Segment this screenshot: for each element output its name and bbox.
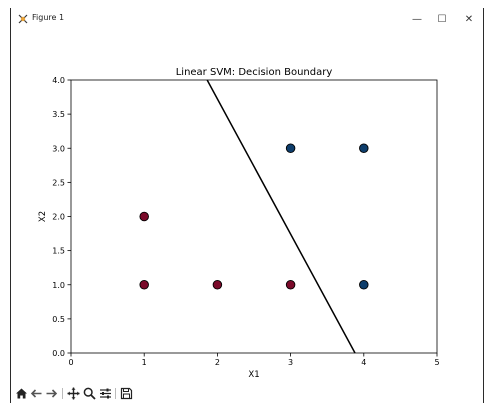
forward-button[interactable] <box>44 386 59 401</box>
y-tick-label: 3.5 <box>52 110 65 119</box>
figure-canvas[interactable]: Linear SVM: Decision Boundary X1 X2 0 1 2 3… <box>11 30 483 383</box>
toolbar-separator <box>62 388 63 399</box>
close-icon: ✕ <box>464 13 474 25</box>
positive-data-point <box>359 143 369 153</box>
positive-data-point <box>359 279 369 290</box>
y-tick-label: 3.0 <box>52 144 65 153</box>
negative-data-point <box>212 279 223 290</box>
close-button[interactable]: ✕ <box>459 11 479 27</box>
home-button[interactable] <box>14 386 29 401</box>
matplotlib-icon <box>18 14 28 24</box>
decision-boundary-group <box>206 79 356 354</box>
save-icon <box>120 387 133 400</box>
zoom-button[interactable] <box>82 386 97 401</box>
y-axis-ticks: 0.0 0.5 1.0 1.5 2.0 2.5 3.0 3.5 4.0 <box>52 76 71 358</box>
y-tick-label: 1.0 <box>52 281 65 290</box>
data-points <box>139 143 369 290</box>
y-tick-label: 1.5 <box>52 247 65 256</box>
forward-icon <box>46 389 58 398</box>
y-tick-label: 2.0 <box>52 213 65 222</box>
axes-frame <box>70 79 438 354</box>
y-axis-label: X2 <box>38 211 48 222</box>
negative-data-point <box>139 279 149 290</box>
x-tick-label: 3 <box>288 358 293 367</box>
y-tick-label: 2.5 <box>52 178 65 187</box>
save-button[interactable] <box>119 386 134 401</box>
pan-button[interactable] <box>66 386 81 401</box>
x-tick-label: 0 <box>68 358 73 367</box>
negative-data-point <box>139 211 149 222</box>
configure-subplots-button[interactable] <box>98 386 113 401</box>
positive-data-point <box>285 143 296 153</box>
pan-icon <box>67 387 80 400</box>
y-tick-label: 0.0 <box>52 349 65 358</box>
x-tick-label: 2 <box>215 358 220 367</box>
figure-window: Figure 1 — ☐ ✕ Linear SVM: Decision Boun… <box>10 8 484 403</box>
decision-boundary-line <box>206 79 356 354</box>
chart: Linear SVM: Decision Boundary X1 X2 0 1 2 3… <box>38 67 440 380</box>
x-tick-label: 1 <box>142 358 147 367</box>
negative-data-point <box>285 279 296 290</box>
y-tick-label: 4.0 <box>52 76 65 85</box>
title-bar[interactable]: Figure 1 — ☐ ✕ <box>11 8 483 30</box>
home-icon <box>16 388 27 399</box>
minimize-icon: — <box>412 13 422 25</box>
x-axis-label: X1 <box>248 370 259 380</box>
x-tick-label: 5 <box>434 358 439 367</box>
maximize-button[interactable]: ☐ <box>432 11 452 27</box>
x-axis-ticks: 0 1 2 3 4 5 <box>68 353 440 367</box>
toolbar-separator <box>115 388 116 399</box>
minimize-button[interactable]: — <box>407 11 427 27</box>
navigation-toolbar <box>11 384 483 403</box>
configure-subplots-icon <box>100 388 111 399</box>
zoom-icon <box>83 387 96 400</box>
maximize-icon: ☐ <box>437 13 447 25</box>
chart-title: Linear SVM: Decision Boundary <box>176 67 333 78</box>
back-icon <box>30 389 42 398</box>
back-button[interactable] <box>29 386 44 401</box>
window-title: Figure 1 <box>32 13 65 22</box>
x-tick-label: 4 <box>361 358 366 367</box>
y-tick-label: 0.5 <box>52 315 65 324</box>
